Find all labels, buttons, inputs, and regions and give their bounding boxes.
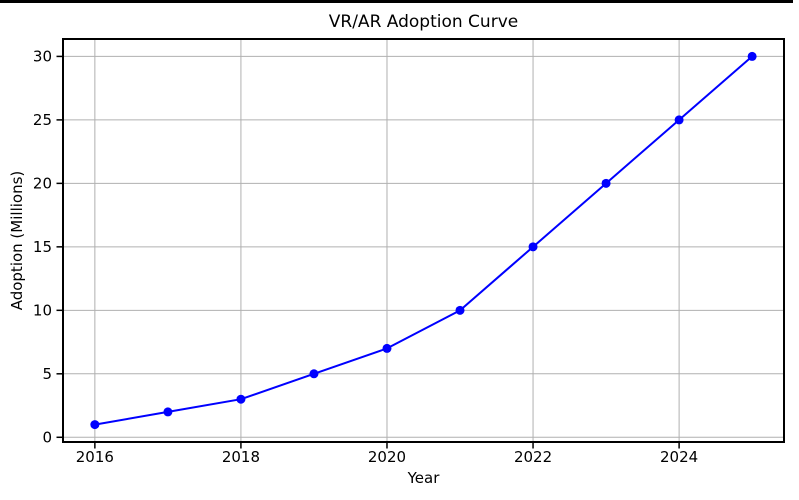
y-tick-label: 5 [42,365,52,383]
data-point-2020 [382,343,392,353]
data-point-2024 [674,115,684,125]
x-tick-label: 2020 [368,448,406,466]
data-point-2022 [528,242,538,252]
x-tick-label: 2024 [660,448,698,466]
y-tick-label: 25 [33,111,52,129]
data-point-2025 [747,51,757,61]
data-point-2017 [163,407,173,417]
data-point-2023 [601,178,611,188]
adoption-line [93,55,754,426]
x-tick-label: 2018 [222,448,260,466]
window-top-border [0,0,793,3]
y-tick-label: 30 [33,47,52,65]
data-point-2019 [309,369,319,379]
data-point-2021 [455,305,465,315]
y-tick-label: 15 [33,238,52,256]
data-point-2016 [90,420,100,430]
chart-title: VR/AR Adoption Curve [328,12,519,32]
x-tick-label: 2016 [76,448,114,466]
x-axis-label: Year [407,469,440,487]
axes-frame [62,38,785,443]
y-tick-label: 20 [33,174,52,192]
y-tick-label: 0 [42,428,52,446]
data-point-2018 [236,394,246,404]
x-tick-label: 2022 [514,448,552,466]
y-tick-label: 10 [33,301,52,319]
